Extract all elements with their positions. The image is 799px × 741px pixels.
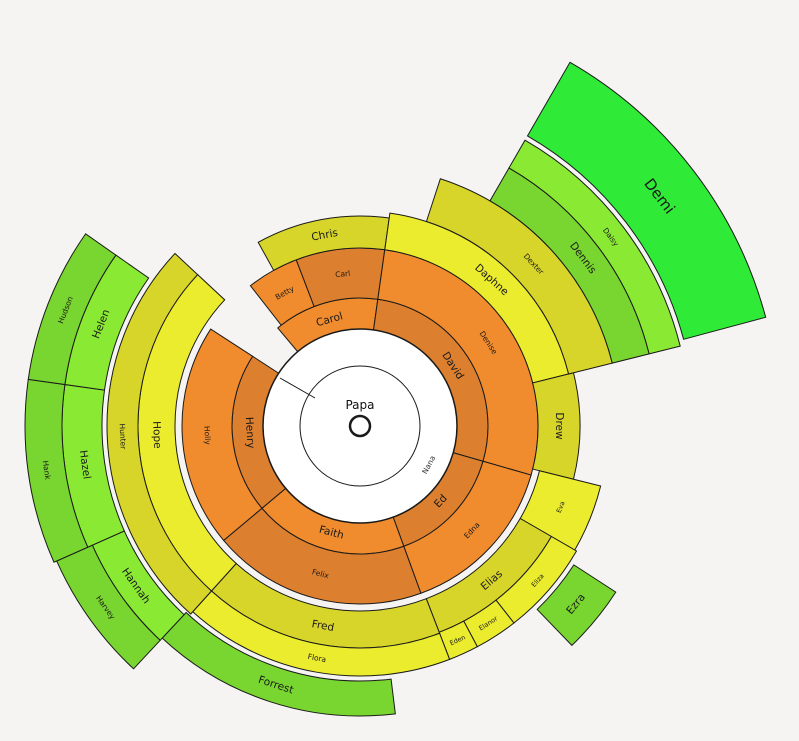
- seg-felix-label: Felix: [311, 567, 330, 580]
- seg-ezra[interactable]: [536, 564, 617, 647]
- seg-hank-label: Hank: [41, 460, 53, 481]
- seg-hunter-label: Hunter: [118, 423, 128, 450]
- seg-demi[interactable]: [526, 61, 767, 340]
- center-hub: Papa Nana: [262, 328, 458, 524]
- root-divider-line: [279, 377, 316, 399]
- seg-hudson[interactable]: [27, 233, 117, 386]
- seg-henry-label: Henry: [243, 417, 257, 449]
- seg-drew-label: Drew: [553, 412, 565, 440]
- seg-flora-label: Flora: [307, 652, 327, 664]
- seg-hope-label: Hope: [150, 421, 163, 449]
- seg-chris-label: Chris: [310, 227, 338, 244]
- seg-holly-label: Holly: [202, 426, 212, 446]
- seg-hazel-label: Hazel: [77, 449, 93, 480]
- seg-carl-label: Carl: [335, 269, 351, 280]
- seg-fred-label: Fred: [311, 618, 335, 634]
- seg-eva-label: Eva: [555, 500, 567, 514]
- root-node-icon[interactable]: [348, 414, 372, 438]
- seg-daisy[interactable]: [508, 139, 681, 355]
- seg-hunter[interactable]: [106, 252, 213, 615]
- root-label: Papa: [345, 398, 374, 412]
- seg-holly[interactable]: [181, 328, 263, 542]
